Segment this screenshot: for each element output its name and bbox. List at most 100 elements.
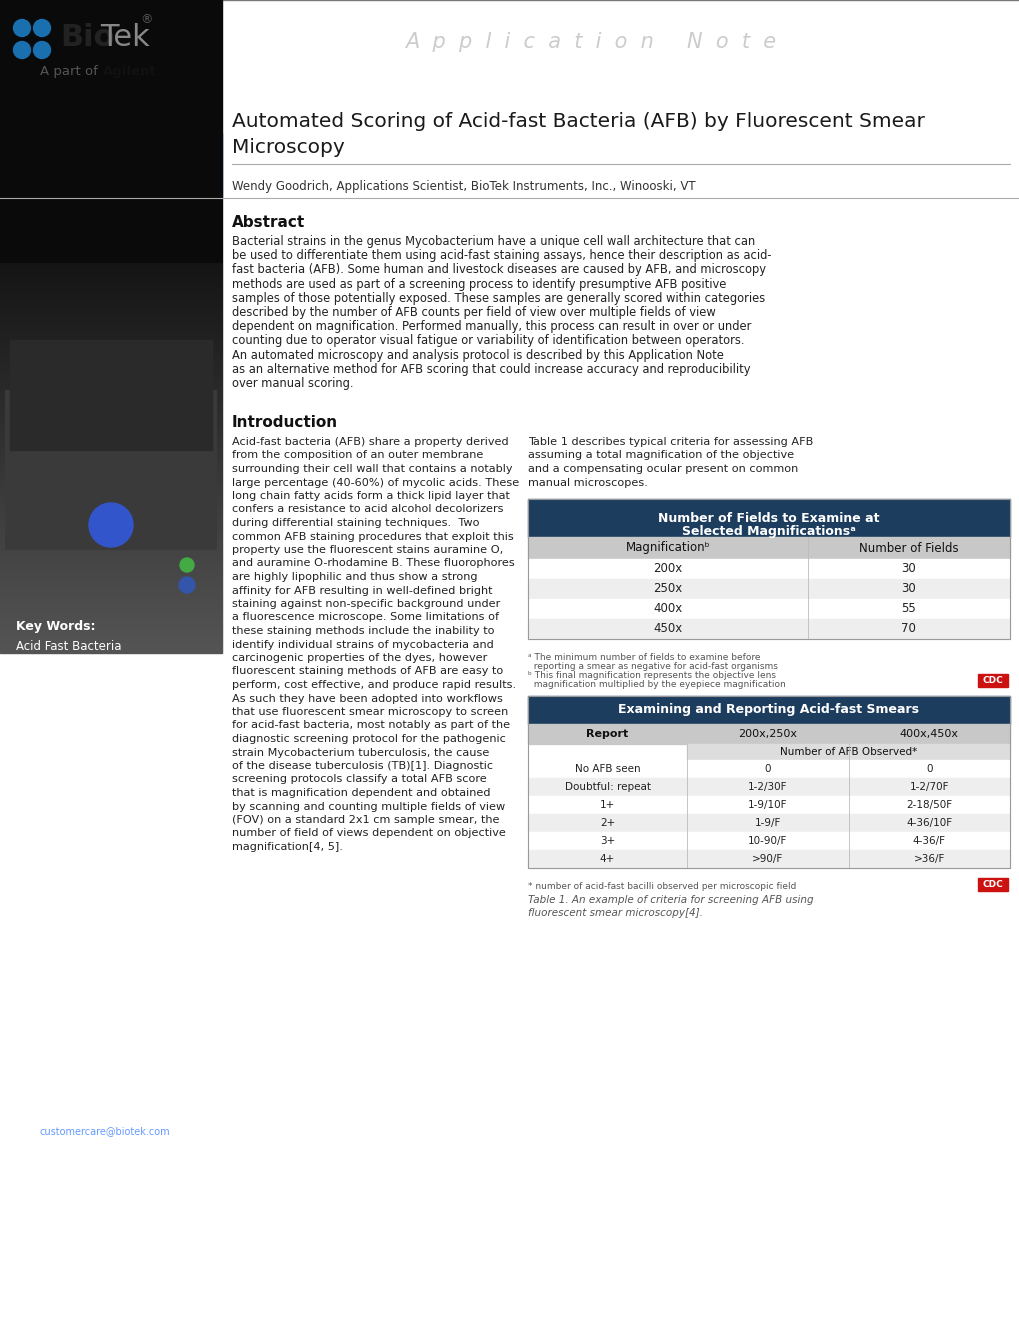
Text: and auramine O-rhodamine B. These fluorophores: and auramine O-rhodamine B. These fluoro… [231, 558, 515, 569]
Text: 400x,450x: 400x,450x [899, 729, 958, 739]
Text: screening protocols classify a total AFB score: screening protocols classify a total AFB… [231, 775, 486, 784]
Text: fast bacteria (AFB). Some human and livestock diseases are caused by AFB, and mi: fast bacteria (AFB). Some human and live… [231, 264, 765, 276]
Text: 1-2/70F: 1-2/70F [909, 781, 948, 792]
Text: 4-36/F: 4-36/F [912, 836, 945, 846]
Bar [977, 675, 1007, 686]
Bar [528, 777, 1009, 796]
Text: BioTek Instruments, Inc.: BioTek Instruments, Inc. [12, 1065, 155, 1074]
Text: methods are used as part of a screening process to identify presumptive AFB posi: methods are used as part of a screening … [231, 277, 726, 290]
Text: common AFB staining procedures that exploit this: common AFB staining procedures that expl… [231, 532, 514, 541]
Text: property use the fluorescent stains auramine O,: property use the fluorescent stains aura… [231, 545, 502, 554]
Bar [528, 760, 1009, 777]
Text: CDC: CDC [981, 880, 1003, 888]
Bar [528, 796, 1009, 814]
Text: 1-2/30F: 1-2/30F [747, 781, 787, 792]
Text: assuming a total magnification of the objective: assuming a total magnification of the ob… [528, 450, 794, 461]
Bar [528, 499, 1009, 639]
Circle shape [34, 41, 51, 58]
Text: 200x: 200x [652, 562, 682, 576]
Text: Number of Fields: Number of Fields [858, 541, 958, 554]
Text: An automated microscopy and analysis protocol is described by this Application N: An automated microscopy and analysis pro… [231, 348, 723, 362]
Bar [528, 850, 1009, 869]
Text: Examining and Reporting Acid-fast Smears: Examining and Reporting Acid-fast Smears [618, 704, 918, 717]
Text: Microscopy: Microscopy [231, 139, 344, 157]
Circle shape [13, 20, 31, 37]
Text: fluorescent staining methods of AFB are easy to: fluorescent staining methods of AFB are … [231, 667, 502, 676]
Text: ᵃ The minimum number of fields to examine before: ᵃ The minimum number of fields to examin… [528, 653, 760, 663]
Text: staining against non-specific background under: staining against non-specific background… [231, 599, 499, 609]
Text: for acid-fast bacteria, most notably as part of the: for acid-fast bacteria, most notably as … [231, 721, 510, 730]
Bar [977, 878, 1007, 891]
Text: 30: 30 [901, 562, 915, 576]
Text: customercare@biotek.com: customercare@biotek.com [40, 1126, 170, 1137]
Text: over manual scoring.: over manual scoring. [231, 378, 354, 389]
Bar [528, 537, 1009, 558]
Text: magnification multiplied by the eyepiece magnification: magnification multiplied by the eyepiece… [528, 680, 785, 689]
Text: Doubtful: repeat: Doubtful: repeat [564, 781, 650, 792]
Circle shape [179, 558, 194, 572]
Text: diagnostic screening protocol for the pathogenic: diagnostic screening protocol for the pa… [231, 734, 505, 744]
Text: Tuberculosis Screening: Tuberculosis Screening [16, 789, 151, 803]
Text: Selected Magnificationsᵃ: Selected Magnificationsᵃ [682, 524, 855, 537]
Text: affinity for AFB resulting in well-defined bright: affinity for AFB resulting in well-defin… [231, 586, 492, 595]
Text: that use fluorescent smear microscopy to screen: that use fluorescent smear microscopy to… [231, 708, 507, 717]
Text: long chain fatty acids form a thick lipid layer that: long chain fatty acids form a thick lipi… [231, 491, 510, 502]
Text: As such they have been adopted into workflows: As such they have been adopted into work… [231, 693, 502, 704]
Text: Cellular Imaging: Cellular Imaging [893, 70, 1007, 82]
Text: ®: ® [140, 13, 153, 26]
Text: Phone: 888-451-5171: Phone: 888-451-5171 [12, 1102, 117, 1111]
Text: samples of those potentially exposed. These samples are generally scored within : samples of those potentially exposed. Th… [231, 292, 764, 305]
Text: * number of acid-fast bacilli observed per microscopic field: * number of acid-fast bacilli observed p… [528, 882, 796, 891]
Text: 450x: 450x [652, 623, 682, 635]
Text: Automated Scoring of Acid-fast Bacteria (AFB) by Fluorescent Smear: Automated Scoring of Acid-fast Bacteria … [231, 112, 924, 131]
Bar [10, 341, 212, 450]
Text: AFB Imaging: AFB Imaging [16, 690, 91, 704]
Text: Outside the USA:  802-655-4740: Outside the USA: 802-655-4740 [12, 1114, 170, 1125]
Text: Automated AFB Microscopy: Automated AFB Microscopy [16, 814, 177, 828]
Text: Number of AFB Observed*: Number of AFB Observed* [780, 747, 916, 756]
Text: Agilent: Agilent [103, 66, 157, 78]
Text: fluorescent smear microscopy[4].: fluorescent smear microscopy[4]. [528, 908, 702, 917]
Text: Key Words:: Key Words: [16, 620, 96, 634]
Text: Abstract: Abstract [231, 215, 305, 230]
Text: >90/F: >90/F [751, 854, 783, 865]
Bar [528, 696, 1009, 869]
Text: 1-9/10F: 1-9/10F [747, 800, 787, 810]
Text: Magnificationᵇ: Magnificationᵇ [625, 541, 709, 554]
Bar [528, 619, 1009, 639]
Text: No AFB seen: No AFB seen [574, 764, 640, 774]
Text: Bacterial strains in the genus Mycobacterium have a unique cell wall architectur: Bacterial strains in the genus Mycobacte… [231, 235, 754, 248]
Text: Copyright © 2019: Copyright © 2019 [12, 1150, 100, 1160]
Text: 2-18/50F: 2-18/50F [905, 800, 952, 810]
Text: from the composition of an outer membrane: from the composition of an outer membran… [231, 450, 483, 461]
Bar [687, 744, 1009, 760]
Text: www.biotek.com: www.biotek.com [12, 1138, 92, 1148]
Text: Acid Fast Bacteria: Acid Fast Bacteria [16, 640, 121, 653]
Bar [528, 696, 1009, 723]
Bar [528, 579, 1009, 599]
Text: Mycobacteria Imaging: Mycobacteria Imaging [16, 766, 147, 777]
Text: perform, cost effective, and produce rapid results.: perform, cost effective, and produce rap… [231, 680, 516, 690]
Text: carcinogenic properties of the dyes, however: carcinogenic properties of the dyes, how… [231, 653, 487, 663]
Bar [5, 389, 217, 550]
Text: and a compensating ocular present on common: and a compensating ocular present on com… [528, 465, 798, 474]
Bar [528, 499, 1009, 537]
Text: 200x,250x: 200x,250x [738, 729, 797, 739]
Text: reporting a smear as negative for acid-fast organisms: reporting a smear as negative for acid-f… [528, 663, 777, 671]
Text: ᵇ This final magnification represents the objective lens: ᵇ This final magnification represents th… [528, 671, 775, 680]
Text: CDC: CDC [981, 676, 1003, 685]
Text: 0: 0 [764, 764, 770, 774]
Text: Tek: Tek [100, 24, 150, 53]
Circle shape [34, 20, 51, 37]
Text: 0: 0 [925, 764, 931, 774]
Text: A  p  p  l  i  c  a  t  i  o  n     N  o  t  e: A p p l i c a t i o n N o t e [405, 32, 775, 51]
Circle shape [89, 503, 132, 546]
Text: 250x: 250x [652, 582, 682, 595]
Text: Table 1. An example of criteria for screening AFB using: Table 1. An example of criteria for scre… [528, 895, 813, 906]
Text: 30: 30 [901, 582, 915, 595]
Circle shape [178, 577, 195, 593]
Text: as an alternative method for AFB scoring that could increase accuracy and reprod: as an alternative method for AFB scoring… [231, 363, 750, 376]
Text: during differential staining techniques.  Two: during differential staining techniques.… [231, 517, 479, 528]
Text: Number of Fields to Examine at: Number of Fields to Examine at [657, 511, 878, 524]
Bar [528, 832, 1009, 850]
